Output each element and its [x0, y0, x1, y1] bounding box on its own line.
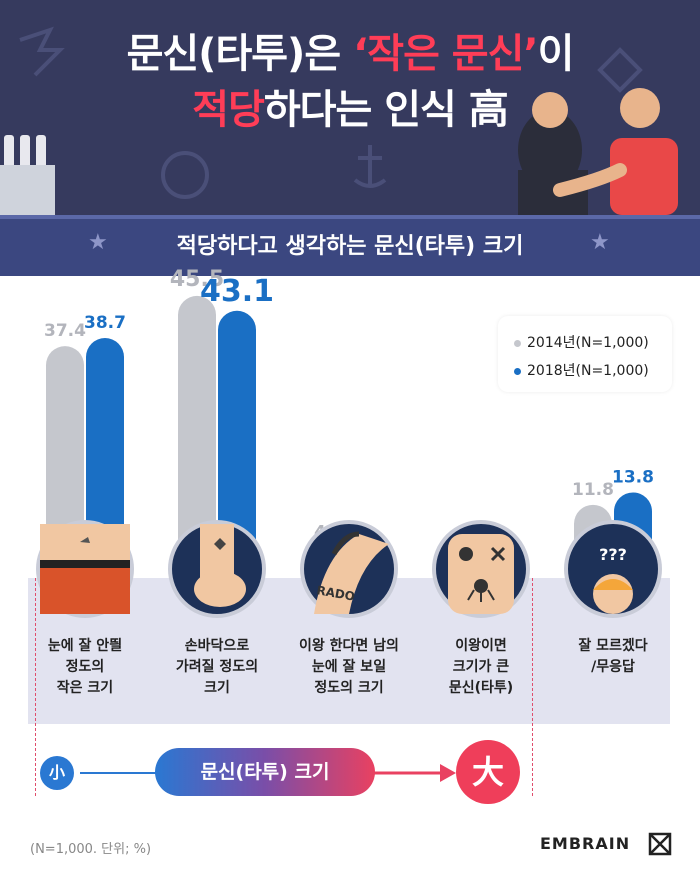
- category-label-line: 정도의 크기: [314, 680, 384, 696]
- category-label-line: 이왕 한다면 남의: [299, 638, 399, 654]
- data-label-2018-1: 43.1: [200, 274, 274, 309]
- data-label-2014-0: 37.4: [44, 321, 86, 341]
- arm-tattoo-icon: RADO: [300, 520, 398, 618]
- title-line-1: 문신(타투)은 ‘작은 문신’이: [126, 31, 575, 77]
- arm-tattoo-text: RADO: [315, 583, 356, 604]
- category-label-line: /무응답: [591, 659, 635, 675]
- brand-mark-icon: [648, 832, 672, 856]
- category-label-line: 크기가 큰: [452, 659, 510, 675]
- category-label-line: 눈에 잘 안띌: [47, 638, 123, 654]
- legend-swatch: [514, 339, 521, 347]
- ink-bottle-icon: [36, 135, 46, 165]
- title-line-2: 적당하다는 인식 高: [192, 87, 508, 133]
- ink-bottle-icon: [4, 135, 14, 165]
- category-label-line: 작은 크기: [56, 680, 114, 696]
- category-label-line: 정도의: [65, 659, 105, 675]
- ink-bottle-icon: [20, 135, 30, 165]
- chart-title: 적당하다고 생각하는 문신(타투) 크기: [176, 234, 524, 259]
- scale-divider-left: [35, 578, 36, 796]
- wrist-tattoo-icon: [168, 520, 266, 618]
- star-icon: ★: [88, 230, 108, 255]
- category-label-line: 잘 모르겠다: [578, 638, 648, 654]
- data-label-2018-0: 38.7: [84, 313, 126, 333]
- category-label-line: 이왕이면: [455, 638, 507, 654]
- legend: 2014년(N=1,000) 2018년(N=1,000): [498, 316, 672, 392]
- category-label-line: 문신(타투): [448, 680, 514, 696]
- legend-swatch: [514, 367, 521, 375]
- footnote: (N=1,000. 단위; %): [30, 842, 152, 857]
- question-head-icon: ???: [564, 520, 662, 618]
- scale-small-icon: 小: [40, 756, 74, 790]
- star-icon: ★: [590, 230, 610, 255]
- shelf-decoration: [0, 165, 55, 215]
- hip-tattoo-icon: [36, 520, 134, 618]
- scale-label: 문신(타투) 크기: [155, 748, 375, 796]
- question-marks: ???: [599, 545, 627, 564]
- legend-item-2018: 2018년(N=1,000): [514, 360, 649, 380]
- category-label-4: 잘 모르겠다/무응답: [548, 636, 678, 678]
- data-label-2014-1: 45.5: [170, 267, 224, 292]
- category-label-line: 눈에 잘 보일: [311, 659, 387, 675]
- subtitle-band: [0, 215, 700, 276]
- data-label-2018-4: 13.8: [612, 467, 654, 487]
- category-label-line: 가려질 정도의: [175, 659, 259, 675]
- category-label-line: 손바닥으로: [184, 638, 250, 654]
- chest-tattoo-icon: [432, 520, 530, 618]
- scale-divider-right: [532, 578, 533, 796]
- scale-big-icon: 大: [456, 740, 520, 804]
- brand-logo: EMBRAIN: [540, 834, 631, 853]
- tattoo-artist-illustration: [19, 26, 678, 215]
- category-label-line: 크기: [204, 680, 230, 696]
- header-banner: 문신(타투)은 ‘작은 문신’이 적당하다는 인식 高: [0, 0, 700, 215]
- legend-item-2014: 2014년(N=1,000): [514, 332, 649, 352]
- data-label-2014-4: 11.8: [572, 480, 614, 500]
